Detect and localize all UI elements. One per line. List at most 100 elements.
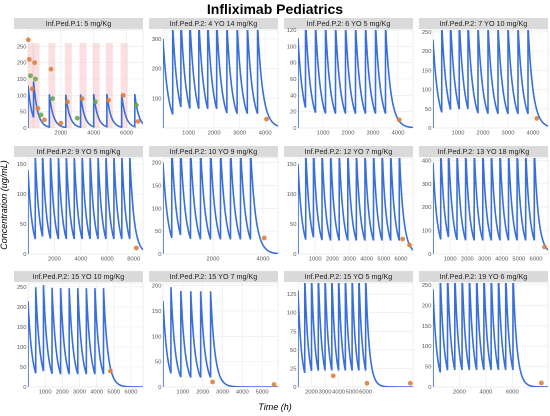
x-tick-label: 3000: [367, 131, 380, 137]
y-tick-label: 250: [17, 285, 27, 291]
observation-point: [50, 96, 56, 101]
panel-title: Inf.Ped.P.2: 10 YO 9 mg/Kg: [170, 147, 258, 156]
x-tick-label: 4000: [236, 390, 249, 396]
y-tick-label: 100: [422, 344, 432, 350]
x-tick-label: 6000: [506, 390, 519, 396]
x-tick-label: 3000: [233, 131, 246, 137]
y-tick-label: 0: [23, 126, 26, 132]
x-tick-label: 8000: [127, 257, 140, 263]
x-tick-label: 5000: [346, 390, 359, 396]
x-tick-label: 3000: [216, 390, 229, 396]
panel-title: Inf.Ped.P.2: 15 YO 5 mg/Kg: [305, 272, 393, 281]
variability-band: [105, 43, 113, 128]
y-tick-label: 80: [290, 61, 296, 67]
y-tick-label: 40: [290, 93, 296, 99]
panel-strip: [149, 146, 278, 157]
y-tick-label: 0: [293, 252, 296, 258]
x-tick-label: 2000: [461, 257, 474, 263]
x-tick-label: 6000: [530, 257, 543, 263]
y-tick-label: 250: [422, 30, 432, 36]
y-tick-label: 50: [20, 365, 26, 371]
facet-panel: Inf.Ped.P.2: 15 YO 10 mg/Kg 0 50 100 150 200 2…: [14, 271, 144, 396]
y-tick-label: 100: [287, 192, 297, 198]
y-tick-label: 100: [152, 334, 162, 340]
observation-point: [134, 102, 139, 108]
observation-point: [28, 73, 33, 79]
x-tick-label: 2000: [196, 390, 209, 396]
x-tick-label: 4000: [332, 390, 345, 396]
observation-point: [538, 380, 544, 386]
concentration-line: [28, 285, 143, 387]
y-tick-label: 100: [287, 311, 297, 317]
concentration-line: [298, 158, 413, 254]
x-axis-label: Time (h): [258, 402, 292, 412]
x-tick-label: 4000: [257, 257, 270, 263]
x-tick-label: 1000: [452, 131, 465, 137]
y-tick-label: 50: [20, 110, 26, 116]
concentration-line: [28, 81, 143, 128]
panel-title: Inf.Ped.P.2: 15 YO 7 mg/Kg: [170, 272, 258, 281]
y-tick-label: 100: [152, 206, 162, 212]
panel-title: Inf.Ped.P.2: 9 YO 5 mg/Kg: [37, 147, 121, 156]
concentration-line: [163, 287, 278, 387]
concentration-line: [163, 158, 278, 254]
y-tick-label: 200: [152, 67, 162, 73]
panel-strip: [419, 146, 548, 157]
panel-strip: [14, 18, 143, 29]
y-tick-label: 0: [158, 385, 161, 391]
y-tick-label: 50: [155, 229, 161, 235]
y-tick-label: 0: [428, 126, 431, 132]
variability-band: [28, 43, 34, 128]
y-tick-label: 150: [17, 77, 27, 83]
x-tick-label: 4000: [392, 131, 405, 137]
y-tick-label: 200: [422, 303, 432, 309]
y-tick-label: 150: [422, 324, 432, 330]
concentration-line: [433, 158, 548, 254]
observation-point: [261, 235, 267, 241]
x-tick-label: 5000: [107, 390, 120, 396]
facet-panel: Inf.Ped.P.2: 15 YO 7 mg/Kg 0 50 100 150 200 10…: [149, 271, 279, 396]
observation-point: [330, 373, 336, 379]
facet-panel: Inf.Ped.P.2: 4 YO 14 mg/Kg 100 200 300 1000 2…: [149, 18, 279, 137]
variability-band: [120, 43, 128, 128]
x-tick-label: 1000: [444, 257, 457, 263]
y-tick-label: 250: [422, 283, 432, 289]
panel-strip: [14, 271, 143, 282]
x-tick-label: 2000: [477, 131, 490, 137]
facet-panel: Inf.Ped.P.2: 12 YO 7 mg/Kg 0 50 100 150 1000 2…: [284, 146, 414, 263]
facet-panel: Inf.Ped.P.1: 5 mg/Kg 0 50 100 150 200 250 2000 4…: [14, 18, 144, 137]
y-tick-label: 0: [23, 252, 26, 258]
x-tick-label: 1000: [182, 131, 195, 137]
facet-panel: Inf.Ped.P.2: 19 YO 6 mg/Kg 0 50 100 150 200 25…: [419, 271, 549, 396]
panel-strip: [284, 18, 413, 29]
x-tick-label: 6000: [101, 257, 114, 263]
x-tick-label: 2000: [305, 390, 318, 396]
observation-point: [32, 76, 38, 82]
facet-panel: Inf.Ped.P.2: 10 YO 9 mg/Kg 0 50 100 150 200 20…: [149, 146, 279, 263]
y-tick-label: 300: [422, 182, 432, 188]
plot-area: [162, 282, 279, 388]
panel-strip: [149, 18, 278, 29]
y-tick-label: 150: [152, 183, 162, 189]
x-tick-label: 5000: [377, 257, 390, 263]
observation-point: [25, 37, 31, 43]
panel-strip: [284, 146, 413, 157]
concentration-line: [298, 283, 413, 387]
x-tick-label: 4000: [527, 131, 540, 137]
y-tick-label: 100: [152, 96, 162, 102]
observation-point: [135, 119, 141, 124]
observation-point: [133, 245, 139, 251]
y-tick-label: 50: [155, 360, 161, 366]
facet-panel: Inf.Ped.P.2: 9 YO 5 mg/Kg 0 50 100 150 2000 40…: [14, 146, 144, 263]
y-tick-label: 20: [290, 110, 296, 116]
panel-strip: [14, 146, 143, 157]
x-tick-label: 5000: [512, 257, 525, 263]
facet-panel: Inf.Ped.P.2: 7 YO 10 mg/Kg 0 50 100 150 200 25…: [419, 18, 549, 137]
facet-panel: Inf.Ped.P.2: 6 YO 5 mg/Kg 0 20 40 60 80 100 120…: [284, 18, 414, 137]
variability-band: [79, 43, 87, 128]
observation-point: [32, 60, 37, 66]
y-tick-label: 0: [23, 385, 26, 391]
panel-title: Inf.Ped.P.2: 7 YO 10 mg/Kg: [440, 19, 528, 28]
page-title: Infliximab Pediatrics: [206, 1, 344, 17]
x-tick-label: 1000: [39, 390, 52, 396]
